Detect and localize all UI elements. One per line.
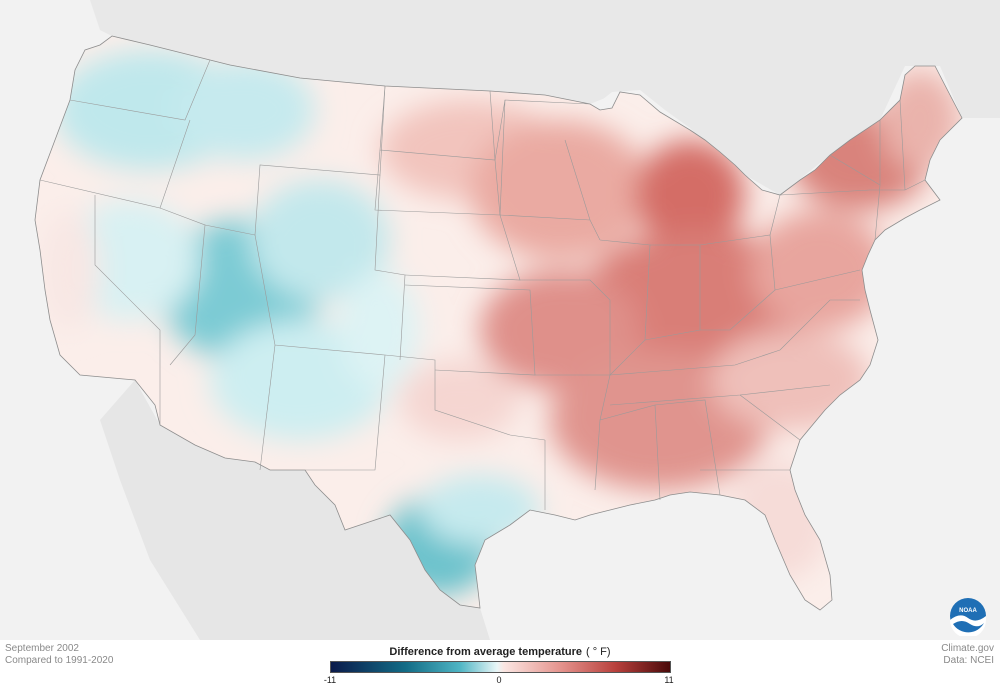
- anomaly-map: [0, 0, 1000, 640]
- state-borders: [39, 59, 926, 510]
- footer-credits: Climate.gov Data: NCEI: [941, 643, 994, 667]
- legend-title: Difference from average temperature ( ° F…: [300, 646, 700, 658]
- map-area: [0, 0, 1000, 640]
- mexico-land: [100, 380, 490, 640]
- legend-title-text: Difference from average temperature: [389, 646, 582, 658]
- noaa-logo-icon: NOAA: [948, 596, 988, 641]
- legend-units: ( ° F): [586, 646, 611, 658]
- date-label: September 2002: [5, 643, 79, 654]
- source-label: Climate.gov: [941, 643, 994, 654]
- svg-text:NOAA: NOAA: [959, 608, 977, 614]
- legend-min-label: -11: [323, 675, 337, 685]
- us-outline: [34, 35, 963, 611]
- legend-color-bar: [330, 661, 671, 673]
- legend-max-label: 11: [664, 675, 674, 685]
- footer: September 2002 Compared to 1991-2020 Dif…: [0, 640, 1000, 690]
- canada-land: [0, 0, 1000, 195]
- legend-mid-label: 0: [496, 675, 502, 685]
- footer-meta: September 2002 Compared to 1991-2020: [5, 643, 113, 667]
- data-source-label: Data: NCEI: [943, 655, 994, 666]
- baseline-label: Compared to 1991-2020: [5, 655, 114, 666]
